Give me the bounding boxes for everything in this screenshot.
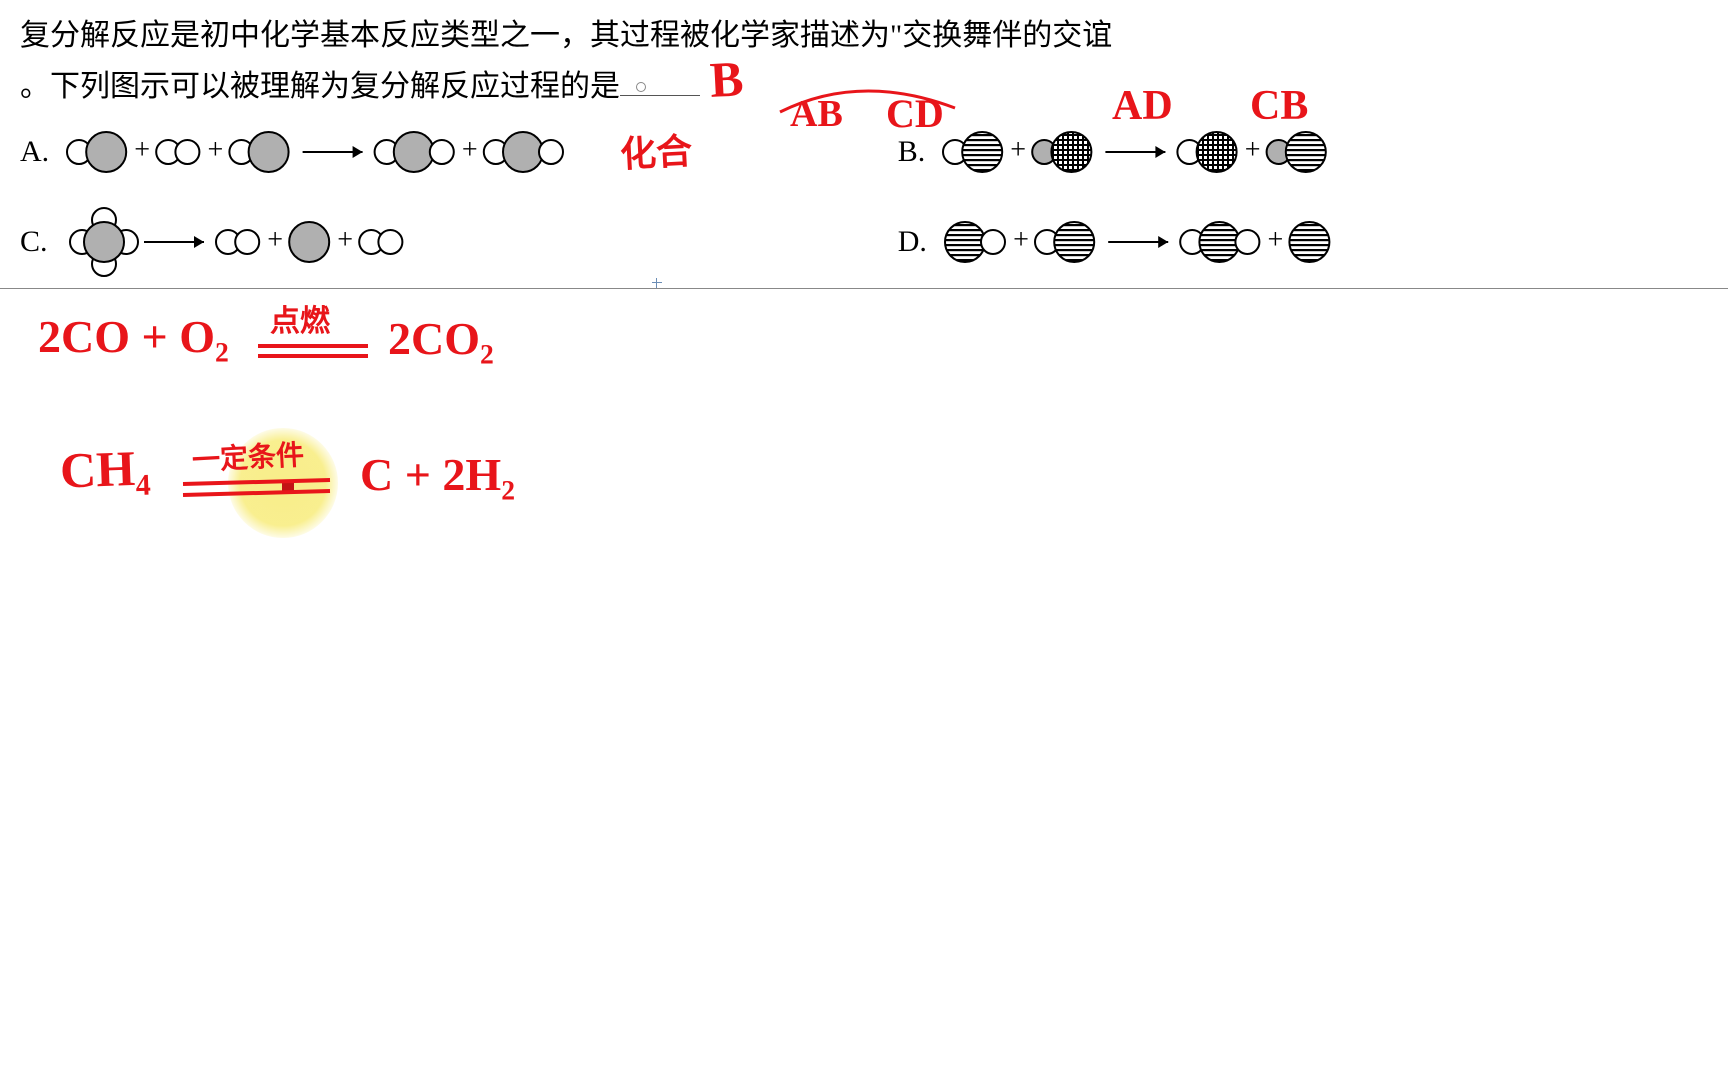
handwritten-answer: B bbox=[709, 49, 745, 109]
option-c-label: C. bbox=[20, 225, 48, 259]
svg-text:+: + bbox=[462, 134, 478, 165]
svg-text:+: + bbox=[337, 224, 353, 255]
svg-text:+: + bbox=[134, 134, 150, 165]
option-a-diagram: + + + bbox=[61, 124, 701, 180]
question-line2-pre: 。下列图示可以被理解为复分解反应过程的是 bbox=[20, 70, 620, 103]
svg-text:+: + bbox=[1267, 224, 1283, 255]
hand-label-cb: CB bbox=[1250, 82, 1308, 130]
eq2-right: C + 2H₂ bbox=[360, 448, 515, 501]
eq1-cond: 点燃 bbox=[270, 296, 330, 340]
svg-text:+: + bbox=[1245, 134, 1261, 165]
option-b: B. ++ bbox=[898, 124, 1708, 180]
option-b-label: B. bbox=[898, 135, 926, 169]
eq2-cond: 一定条件 bbox=[191, 433, 305, 479]
question-line1: 复分解反应是初中化学基本反应类型之一，其过程被化学家描述为"交换舞伴的交谊 bbox=[20, 10, 1708, 61]
page-break-marker bbox=[652, 278, 662, 288]
hand-label-ad: AD bbox=[1112, 82, 1173, 130]
eq1-left: 2CO + O₂ bbox=[38, 310, 229, 363]
hand-note-after-a: 化合 bbox=[619, 122, 694, 178]
small-circle-marker bbox=[636, 82, 646, 92]
svg-text:+: + bbox=[1011, 134, 1027, 165]
question-box: 复分解反应是初中化学基本反应类型之一，其过程被化学家描述为"交换舞伴的交谊 。下… bbox=[0, 0, 1728, 289]
answer-blank bbox=[620, 95, 700, 96]
option-a-label: A. bbox=[20, 135, 49, 169]
option-d-label: D. bbox=[898, 225, 927, 259]
svg-text:+: + bbox=[267, 224, 283, 255]
option-c: C. ++ bbox=[20, 206, 898, 278]
eq1-right: 2CO₂ bbox=[388, 312, 494, 365]
option-a: A. + + + bbox=[20, 124, 898, 180]
options-row-1: A. +++ B. ++ bbox=[20, 124, 1708, 180]
option-d-diagram: ++ bbox=[939, 214, 1499, 270]
svg-text:+: + bbox=[1013, 224, 1029, 255]
hand-label-cd: CD bbox=[886, 90, 944, 137]
option-d: D. ++ bbox=[898, 206, 1708, 278]
option-b-diagram: ++ bbox=[937, 124, 1497, 180]
option-c-diagram: ++ bbox=[60, 206, 560, 278]
svg-text:+: + bbox=[208, 134, 224, 165]
eq2-left: CH₄ bbox=[59, 438, 151, 499]
options-row-2: C. ++ D. ++ bbox=[20, 206, 1708, 278]
hand-label-ab: AB bbox=[790, 92, 843, 136]
